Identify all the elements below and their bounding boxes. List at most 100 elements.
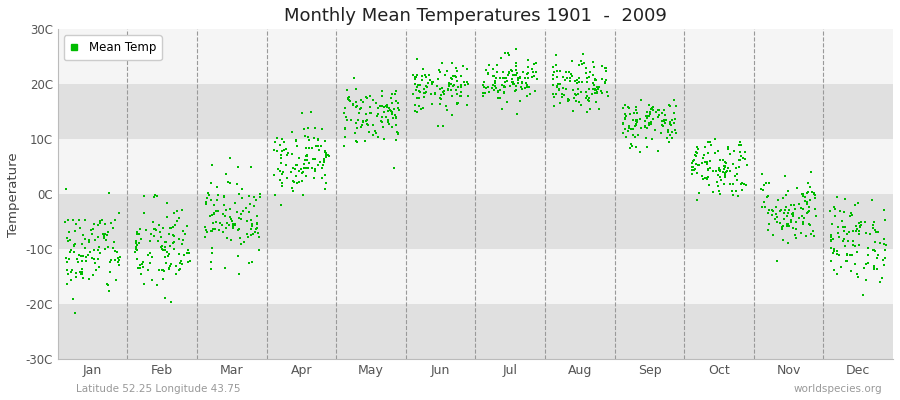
Point	[245, 223, 259, 229]
Point	[836, 224, 850, 230]
Point	[840, 250, 854, 257]
Point	[173, 266, 187, 273]
Point	[337, 143, 351, 149]
Point	[640, 113, 654, 119]
Point	[180, 222, 194, 229]
Point	[724, 188, 739, 194]
Point	[349, 104, 364, 110]
Point	[209, 207, 223, 214]
Point	[145, 277, 159, 283]
Point	[870, 255, 885, 261]
Point	[688, 153, 703, 159]
Point	[436, 91, 451, 97]
Point	[580, 109, 594, 115]
Point	[217, 193, 231, 200]
Point	[733, 139, 747, 145]
Point	[203, 212, 218, 219]
Point	[411, 88, 426, 94]
Point	[687, 157, 701, 163]
Point	[441, 86, 455, 92]
Point	[708, 149, 723, 156]
Point	[299, 153, 313, 160]
Point	[112, 209, 126, 216]
Point	[500, 99, 514, 105]
Point	[416, 105, 430, 112]
Point	[491, 95, 505, 101]
Point	[251, 247, 266, 253]
Point	[546, 76, 561, 82]
Point	[796, 191, 810, 197]
Point	[178, 231, 193, 237]
Point	[161, 253, 176, 260]
Point	[588, 90, 602, 96]
Point	[648, 109, 662, 116]
Point	[547, 103, 562, 110]
Point	[406, 91, 420, 97]
Point	[429, 83, 444, 90]
Point	[72, 216, 86, 223]
Point	[801, 180, 815, 186]
Point	[216, 211, 230, 218]
Point	[140, 226, 154, 233]
Point	[796, 215, 811, 221]
Point	[868, 239, 883, 246]
Point	[545, 82, 560, 88]
Point	[832, 252, 846, 258]
Point	[450, 91, 464, 98]
Point	[148, 194, 162, 201]
Point	[321, 152, 336, 159]
Point	[208, 226, 222, 232]
Point	[412, 82, 427, 88]
Point	[878, 255, 892, 262]
Point	[660, 135, 674, 141]
Point	[460, 78, 474, 85]
Point	[521, 70, 535, 76]
Point	[267, 192, 282, 198]
Point	[655, 122, 670, 128]
Point	[640, 125, 654, 131]
Point	[108, 217, 122, 223]
Point	[226, 220, 240, 227]
Point	[499, 75, 513, 81]
Point	[826, 267, 841, 274]
Point	[717, 163, 732, 170]
Point	[788, 235, 803, 241]
Point	[861, 252, 876, 258]
Point	[475, 92, 490, 99]
Point	[356, 119, 370, 125]
Point	[130, 229, 144, 235]
Point	[308, 166, 322, 173]
Point	[776, 237, 790, 243]
Point	[668, 126, 682, 133]
Point	[349, 120, 364, 126]
Point	[91, 222, 105, 228]
Point	[204, 228, 219, 234]
Point	[721, 165, 735, 172]
Point	[698, 175, 712, 181]
Point	[424, 91, 438, 97]
Point	[243, 201, 257, 207]
Point	[68, 228, 82, 234]
Point	[685, 160, 699, 166]
Point	[413, 89, 428, 95]
Point	[574, 60, 589, 67]
Point	[92, 264, 106, 270]
Point	[506, 78, 520, 85]
Point	[134, 271, 148, 277]
Point	[442, 83, 456, 89]
Point	[143, 250, 157, 256]
Point	[384, 108, 399, 114]
Point	[432, 69, 446, 76]
Point	[569, 98, 583, 104]
Point	[60, 234, 75, 241]
Point	[58, 255, 73, 261]
Point	[757, 182, 771, 188]
Point	[618, 115, 633, 121]
Point	[285, 178, 300, 184]
Point	[684, 171, 698, 177]
Point	[500, 78, 515, 84]
Point	[559, 86, 573, 92]
Point	[765, 207, 779, 214]
Point	[867, 264, 881, 270]
Point	[97, 234, 112, 241]
